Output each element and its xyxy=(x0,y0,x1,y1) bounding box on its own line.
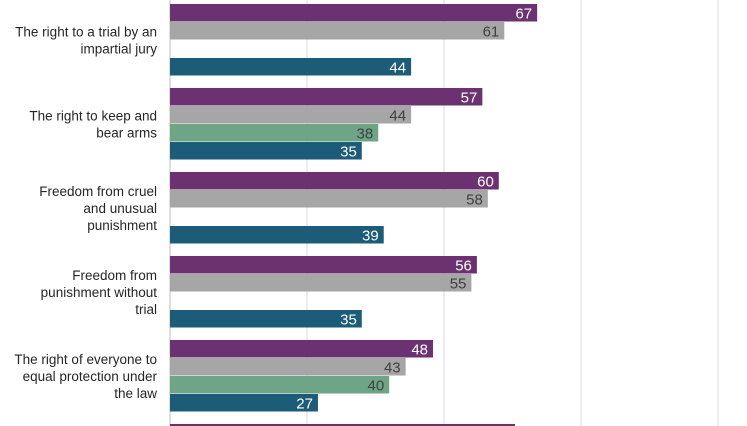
data-label: 27 xyxy=(296,395,313,412)
category-label: punishment without xyxy=(41,285,158,300)
bar xyxy=(170,340,434,358)
data-label: 40 xyxy=(368,377,385,394)
bar xyxy=(170,58,412,76)
category-label: The right of everyone to xyxy=(14,352,157,367)
labels: The right to a trial by an impartial jury… xyxy=(14,5,532,412)
category-label: equal protection under xyxy=(23,369,158,384)
category-label: Freedom from xyxy=(72,268,157,283)
data-label: 60 xyxy=(477,173,494,190)
data-label: 56 xyxy=(455,257,472,274)
bar-partial xyxy=(170,424,515,426)
bar xyxy=(170,124,379,142)
category-label: impartial jury xyxy=(80,42,157,57)
bars xyxy=(170,4,538,426)
data-label: 44 xyxy=(389,59,406,76)
data-label: 43 xyxy=(384,359,401,376)
bar xyxy=(170,274,472,292)
bar xyxy=(170,358,406,376)
category-label: trial xyxy=(135,302,157,317)
bar xyxy=(170,310,362,328)
bar xyxy=(170,172,499,190)
data-label: 67 xyxy=(515,5,532,22)
data-label: 44 xyxy=(389,107,406,124)
category-label: the law xyxy=(114,386,157,401)
bar xyxy=(170,106,412,124)
bar xyxy=(170,394,318,412)
bar xyxy=(170,22,505,40)
data-label: 55 xyxy=(450,275,467,292)
bar xyxy=(170,376,390,394)
bar xyxy=(170,256,477,274)
bar xyxy=(170,190,488,208)
data-label: 39 xyxy=(362,227,379,244)
data-label: 35 xyxy=(340,311,357,328)
data-label: 38 xyxy=(357,125,374,142)
category-label: bear arms xyxy=(96,126,157,141)
data-label: 57 xyxy=(461,89,478,106)
data-label: 58 xyxy=(466,191,483,208)
data-label: 35 xyxy=(340,143,357,160)
bar xyxy=(170,4,538,22)
category-label: and unusual xyxy=(83,201,157,216)
bar xyxy=(170,142,362,160)
category-label: The right to keep and xyxy=(29,109,157,124)
category-label: Freedom from cruel xyxy=(39,184,157,199)
data-label: 61 xyxy=(483,23,500,40)
bar xyxy=(170,88,483,106)
bar xyxy=(170,226,384,244)
category-label: The right to a trial by an xyxy=(15,25,157,40)
category-label: punishment xyxy=(87,218,157,233)
data-label: 48 xyxy=(411,341,428,358)
